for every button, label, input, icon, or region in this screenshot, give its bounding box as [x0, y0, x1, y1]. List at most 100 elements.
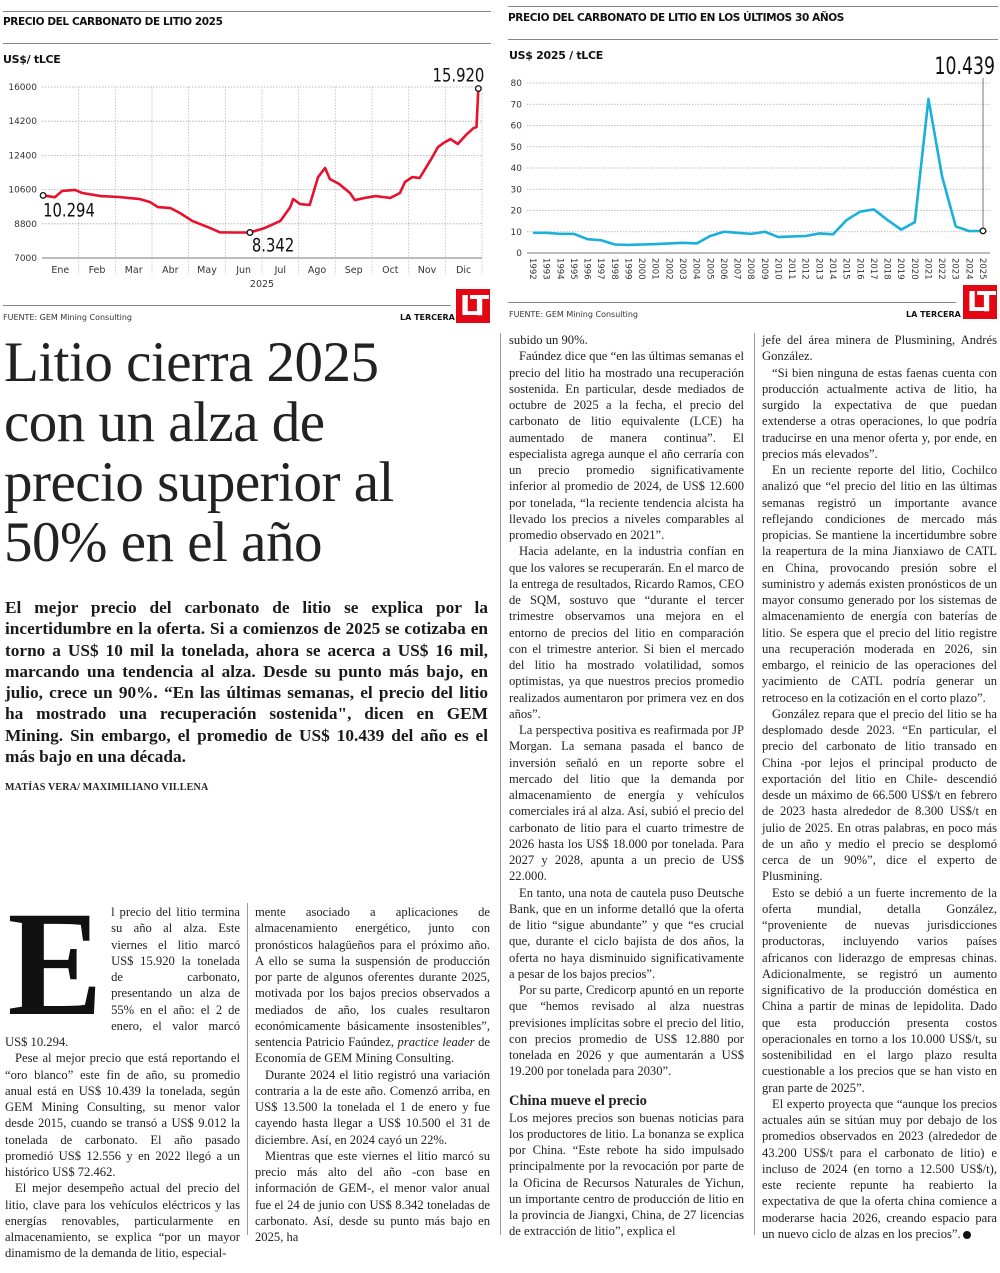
divider — [3, 43, 491, 44]
body-paragraph: “Si bien ninguna de estas faenas cuenta … — [762, 365, 997, 461]
x-tick-label: Nov — [418, 265, 437, 276]
x-tick-label: 2024 — [963, 258, 973, 280]
text-run: de Economía de GEM Mining Consulting. — [255, 1035, 490, 1066]
body-paragraph: En tanto, una nota de cautela puso Deuts… — [509, 885, 744, 981]
x-tick-label: Dic — [456, 265, 471, 276]
body-paragraph: El experto proyecta que “aunque los prec… — [762, 1096, 997, 1242]
x-tick-label: 2019 — [895, 258, 905, 280]
x-tick-label: 2014 — [827, 258, 837, 280]
x-tick-label: Ago — [308, 265, 327, 276]
price-line — [533, 97, 984, 247]
data-point-marker — [979, 227, 987, 235]
data-label: 10.294 — [43, 200, 95, 222]
x-tick-label: Sep — [345, 265, 363, 276]
x-tick-label: Jul — [274, 265, 286, 276]
body-paragraph: La perspectiva positiva es reafirmada po… — [509, 723, 744, 884]
y-tick-label: 70 — [511, 100, 523, 110]
x-tick-label: 2011 — [786, 258, 796, 280]
y-tick-label: 7000 — [14, 254, 37, 264]
body-paragraph: mente asociado a aplicaciones de almacen… — [255, 904, 490, 1067]
x-tick-label: 1997 — [595, 258, 605, 280]
data-point-marker — [246, 229, 254, 236]
y-tick-label: 40 — [511, 164, 523, 174]
divider — [508, 6, 998, 7]
x-tick-label: 2002 — [663, 258, 673, 280]
brand-name: LA TERCERA — [906, 310, 961, 319]
la-tercera-logo: LT — [963, 285, 997, 319]
x-tick-label: 2015 — [841, 258, 851, 280]
y-tick-label: 50 — [511, 143, 523, 153]
body-paragraph: Por su parte, Credicorp apuntó en un rep… — [509, 983, 744, 1079]
body-paragraph: En un reciente reporte del litio, Cochil… — [762, 463, 997, 705]
x-tick-label: 1996 — [582, 258, 592, 280]
x-tick-label: 2013 — [813, 258, 823, 280]
headline: Litio cierra 2025 con un alza de precio … — [4, 333, 499, 573]
body-paragraph: Hacia adelante, en la industria confían … — [509, 544, 744, 721]
x-tick-label: 2022 — [936, 258, 946, 280]
byline: MATÍAS VERA/ MAXIMILIANO VILLENA — [5, 782, 209, 793]
column-divider — [247, 903, 248, 1235]
x-tick-label: 2008 — [745, 258, 755, 280]
headline-line: Litio cierra 2025 — [4, 331, 379, 394]
x-tick-label: May — [197, 265, 217, 276]
end-of-article-icon — [962, 1230, 971, 1239]
column-divider — [754, 333, 755, 1235]
x-tick-label: 1995 — [568, 258, 578, 280]
body-paragraph: subido un 90%. — [509, 333, 588, 347]
body-paragraph: jefe del área minera de Plusmining, Andr… — [762, 333, 997, 364]
italic-text: practice leader — [397, 1035, 475, 1049]
x-tick-label: 2017 — [868, 258, 878, 280]
body-column-2: mente asociado a aplicaciones de almacen… — [255, 904, 490, 1245]
x-tick-label: Feb — [89, 265, 106, 276]
x-tick-label: 1999 — [622, 258, 632, 280]
x-tick-label: 2000 — [636, 258, 646, 280]
body-paragraph: Esto se debió a un fuerte incremento de … — [762, 885, 997, 1095]
y-tick-label: 16000 — [8, 83, 37, 93]
x-tick-label: 2001 — [650, 258, 660, 280]
x-tick-label: 1993 — [541, 258, 551, 280]
headline-line: con un alza de — [4, 391, 325, 454]
body-column-3: subido un 90%. Faúndez dice que “en las … — [509, 332, 744, 1240]
body-paragraph: Los mejores precios son buenas noticias … — [509, 1110, 744, 1239]
drop-cap: E — [7, 881, 103, 1047]
chart-source: FUENTE: GEM Mining Consulting — [3, 313, 133, 322]
la-tercera-logo: LT — [456, 289, 490, 323]
x-axis-label: 2025 — [250, 279, 274, 290]
x-tick-label: 2020 — [909, 258, 919, 280]
data-label: 15.920 — [433, 65, 485, 87]
chart-unit-label: US$/ tLCE — [3, 53, 61, 66]
x-tick-label: 2016 — [854, 258, 864, 280]
y-tick-label: 0 — [516, 249, 522, 259]
x-tick-label: 2003 — [677, 258, 687, 280]
data-label: 10.439 — [935, 52, 995, 80]
x-tick-label: 2023 — [950, 258, 960, 280]
chart-2025-plot: 16000 14200 12400 10600 8800 7000 Ene Feb Mar Abr… — [8, 65, 485, 290]
x-tick-label: 2009 — [759, 258, 769, 280]
body-column-4: jefe del área minera de Plusmining, Andr… — [762, 332, 997, 1242]
chart-title: PRECIO DEL CARBONATO DE LITIO 2025 — [3, 16, 223, 28]
chart-unit-label: US$ 2025 / tLCE — [509, 49, 603, 62]
body-paragraph: El mejor desempeño actual del precio del… — [5, 1181, 240, 1261]
divider — [3, 11, 491, 12]
x-tick-label: 2018 — [882, 258, 892, 280]
column-divider — [500, 333, 501, 1235]
data-point-marker — [39, 191, 47, 199]
chart-title: PRECIO DEL CARBONATO DE LITIO EN LOS ÚLT… — [508, 12, 844, 24]
x-tick-label: 2005 — [704, 258, 714, 280]
headline-line: precio superior al — [4, 451, 394, 514]
y-tick-label: 10 — [511, 228, 523, 238]
x-tick-label: Abr — [162, 265, 179, 276]
text-run: El experto proyecta que “aunque los prec… — [762, 1096, 997, 1241]
body-paragraph: l precio del litio termina su año al alz… — [5, 905, 240, 1049]
x-tick-label: Jun — [235, 265, 251, 276]
y-tick-label: 12400 — [8, 151, 37, 161]
body-paragraph: Pese al mejor precio que está reportando… — [5, 1051, 240, 1179]
text-run: mente asociado a aplicaciones de almacen… — [255, 905, 490, 1049]
y-tick-label: 30 — [511, 185, 523, 195]
body-paragraph: Durante 2024 el litio registró una varia… — [255, 1067, 490, 1147]
x-tick-label: Ene — [51, 265, 69, 276]
x-tick-label: 2004 — [691, 258, 701, 280]
x-tick-label: 2007 — [732, 258, 742, 280]
x-tick-label: 2012 — [800, 258, 810, 280]
